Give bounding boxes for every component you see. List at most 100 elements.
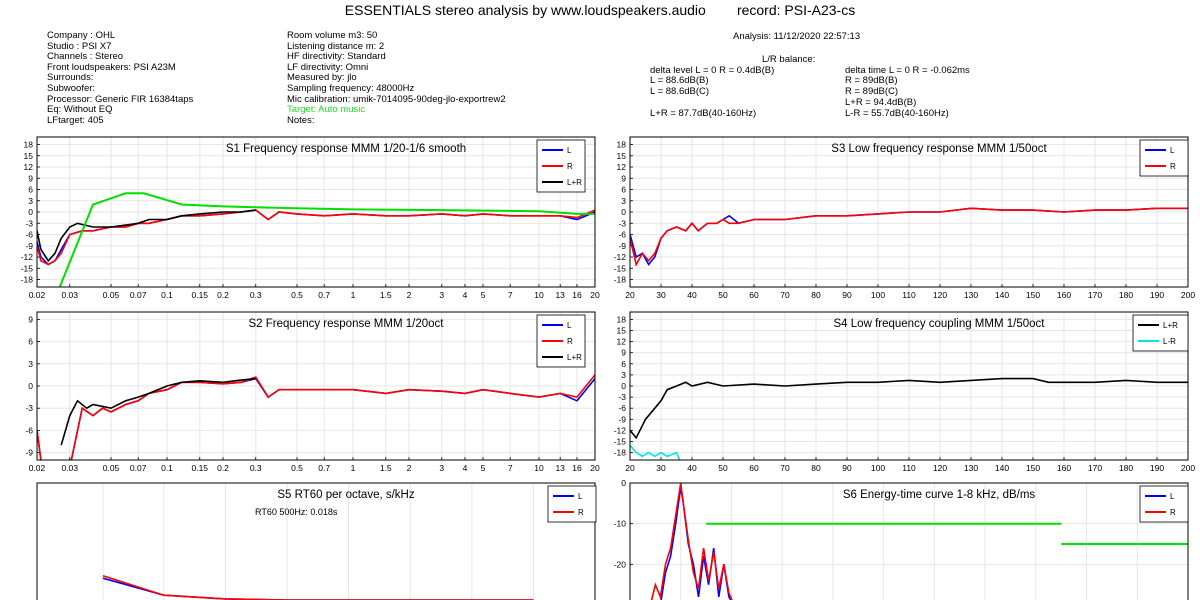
x-tick-label: 30	[656, 290, 666, 300]
y-tick-label: 3	[28, 196, 33, 206]
plot-frame	[36, 311, 596, 461]
x-tick-label: 40	[687, 463, 697, 473]
y-tick-label: -6	[25, 230, 33, 240]
y-tick-label: -10	[614, 519, 627, 529]
x-tick-label: 140	[995, 290, 1009, 300]
x-tick-label: 30	[656, 463, 666, 473]
y-tick-label: 9	[621, 173, 626, 183]
x-tick-label: 50	[718, 290, 728, 300]
y-tick-label: 12	[617, 337, 627, 347]
legend-label: L	[1170, 146, 1175, 155]
info-line: Eq: Without EQ	[47, 104, 113, 116]
x-tick-label: 50	[718, 463, 728, 473]
y-tick-label: -18	[614, 275, 627, 285]
series-line	[630, 207, 1188, 267]
y-tick-label: 6	[621, 185, 626, 195]
info-mid: Room volume m3: 50 Listening distance m:…	[287, 30, 506, 126]
y-tick-label: 3	[621, 370, 626, 380]
x-tick-label: 10	[534, 463, 544, 473]
y-tick-label: 18	[617, 314, 627, 324]
x-tick-label: 180	[1119, 463, 1133, 473]
chart-title: S5 RT60 per octave, s/kHz	[277, 489, 414, 501]
y-tick-label: -15	[614, 263, 627, 273]
lr-right-3: L+R = 94.4dB(B)	[845, 97, 917, 108]
info-line: Sampling frequency: 48000Hz	[287, 82, 415, 94]
x-tick-label: 20	[625, 463, 635, 473]
legend-label: L+R	[567, 353, 582, 362]
chart-title: S4 Low frequency coupling MMM 1/50oct	[834, 318, 1046, 330]
x-tick-label: 0.5	[291, 290, 303, 300]
series-line	[60, 377, 256, 446]
x-tick-label: 4	[463, 463, 468, 473]
info-line: Mic calibration: umik-7014095-90deg-jlo-…	[287, 93, 506, 105]
chart-title: S1 Frequency response MMM 1/20-1/6 smoot…	[226, 143, 466, 155]
target-line: Target: Auto music	[287, 104, 366, 116]
y-tick-label: 15	[617, 151, 627, 161]
info-line: Room volume m3: 50	[287, 30, 378, 41]
y-tick-label: 3	[28, 359, 33, 369]
x-tick-label: 60	[749, 463, 759, 473]
x-tick-label: 3	[439, 463, 444, 473]
x-tick-label: 5	[481, 290, 486, 300]
legend-label: L	[578, 492, 583, 501]
x-tick-label: 20	[590, 290, 600, 300]
x-tick-label: 0.1	[161, 463, 173, 473]
y-tick-label: -3	[25, 403, 33, 413]
x-tick-label: 80	[811, 290, 821, 300]
legend-label: L+R	[1163, 321, 1178, 330]
x-tick-label: 130	[964, 463, 978, 473]
chart-title: S2 Frequency response MMM 1/20oct	[249, 318, 445, 330]
y-tick-label: 9	[28, 314, 33, 324]
x-tick-label: 13	[555, 290, 565, 300]
plot-frame	[629, 311, 1189, 461]
y-tick-label: 18	[24, 140, 34, 150]
x-tick-label: 16	[572, 463, 582, 473]
x-tick-label: 10	[534, 290, 544, 300]
chart-title: S3 Low frequency response MMM 1/50oct	[831, 143, 1047, 155]
y-tick-label: -9	[25, 448, 33, 458]
series-line	[102, 574, 534, 600]
legend-label: L	[567, 146, 572, 155]
y-tick-label: -6	[25, 425, 33, 435]
x-tick-label: 1	[351, 463, 356, 473]
legend: LR	[1139, 139, 1189, 177]
x-tick-label: 2	[407, 290, 412, 300]
x-tick-label: 140	[995, 463, 1009, 473]
lr-right-4: L-R = 55.7dB(40-160Hz)	[845, 108, 949, 119]
y-tick-label: -9	[618, 241, 626, 251]
x-tick-label: 0.02	[29, 290, 46, 300]
y-tick-label: -20	[614, 559, 627, 569]
info-line: Studio : PSI X7	[47, 40, 112, 52]
info-line: Measured by: jlo	[287, 72, 357, 84]
y-tick-label: -12	[21, 252, 34, 262]
x-tick-label: 160	[1057, 463, 1071, 473]
x-tick-label: 150	[1026, 290, 1040, 300]
y-tick-label: -18	[21, 275, 34, 285]
series-line	[37, 209, 256, 263]
y-tick-label: -6	[618, 230, 626, 240]
y-tick-label: -12	[614, 252, 627, 262]
x-tick-label: 110	[902, 290, 916, 300]
legend-label: L+R	[567, 178, 582, 187]
legend-label: L	[1170, 492, 1175, 501]
info-line: Subwoofer:	[47, 82, 96, 94]
legend-label: R	[578, 508, 584, 517]
lr-left-0: delta level L = 0 R = 0.4dB(B)	[650, 65, 775, 76]
x-tick-label: 0.3	[250, 290, 262, 300]
series-line	[630, 377, 1188, 440]
x-tick-label: 0.03	[61, 463, 78, 473]
legend: LR	[547, 485, 597, 523]
x-tick-label: 160	[1057, 290, 1071, 300]
x-tick-label: 1.5	[380, 290, 392, 300]
y-tick-label: 9	[28, 173, 33, 183]
info-left: Company : OHL Studio : PSI X7 Channels :…	[47, 30, 193, 126]
lr-right-0: delta time L = 0 R = -0.062ms	[845, 65, 970, 76]
legend: LR L+R	[536, 139, 586, 193]
x-tick-label: 0.7	[318, 290, 330, 300]
x-tick-label: 170	[1088, 463, 1102, 473]
legend-box	[1139, 139, 1189, 177]
x-tick-label: 0.2	[217, 463, 229, 473]
plot-frame	[629, 482, 1189, 600]
